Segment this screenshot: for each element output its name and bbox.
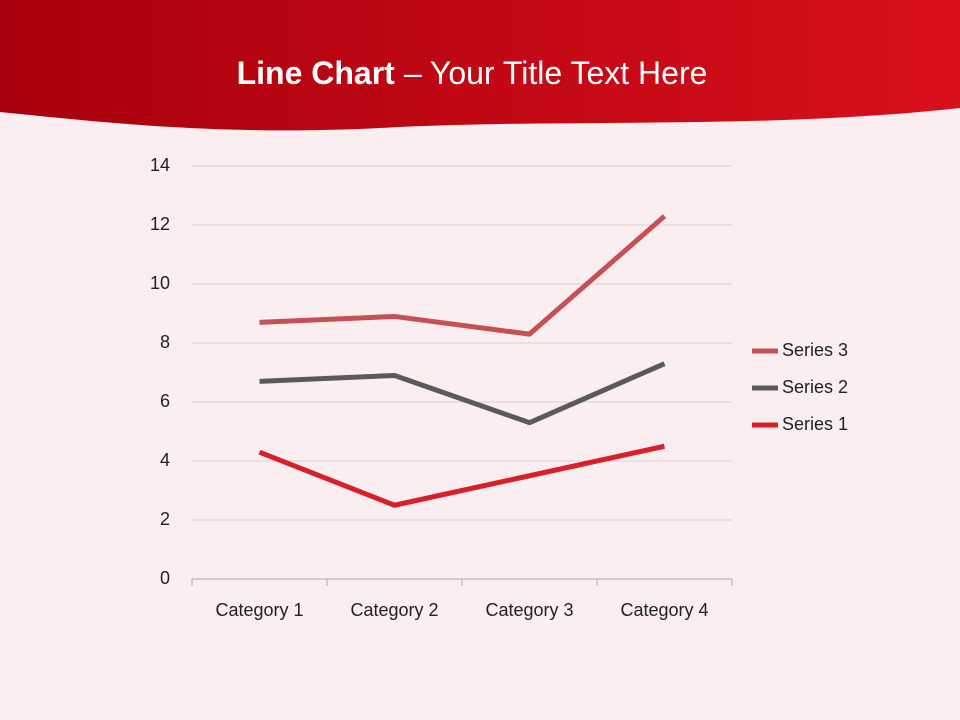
legend-label: Series 3 [782,340,848,360]
y-tick-label: 14 [150,155,170,175]
x-tick-label: Category 3 [485,600,573,620]
plot-area: 0 2 4 6 8 10 12 14 Category 1 Category 2 Category … [150,155,848,620]
y-tick-label: 6 [160,391,170,411]
series-line [259,214,667,337]
series-line [259,361,666,426]
y-tick-label: 12 [150,214,170,234]
x-tick-label: Category 2 [350,600,438,620]
y-tick-label: 4 [160,450,170,470]
y-tick-label: 8 [160,332,170,352]
x-tick-label: Category 4 [620,600,708,620]
y-tick-label: 10 [150,273,170,293]
y-tick-label: 2 [160,509,170,529]
title-bold: Line Chart [237,55,396,91]
x-tick-label: Category 1 [215,600,303,620]
legend-label: Series 2 [782,377,848,397]
title-rest: – Your Title Text Here [404,55,708,91]
legend-label: Series 1 [782,414,848,434]
title-banner [0,0,960,131]
chart-title: Line Chart – Your Title Text Here [237,55,708,91]
y-tick-label: 0 [160,568,170,588]
series-line [258,443,666,508]
